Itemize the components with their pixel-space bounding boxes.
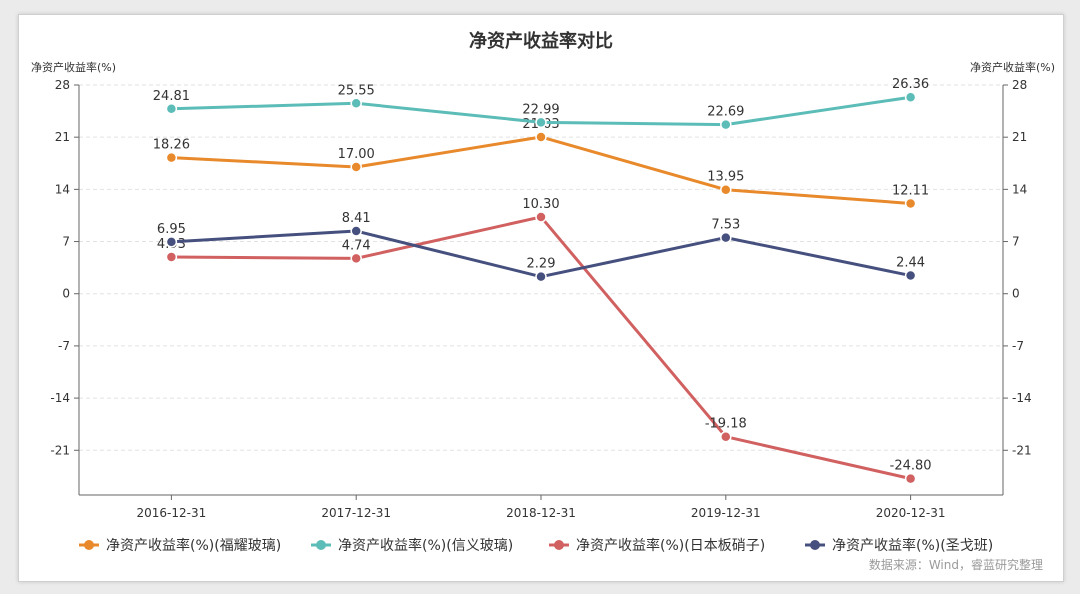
y-axis-label-left: 净资产收益率(%)	[31, 60, 116, 74]
data-point	[904, 197, 917, 210]
x-tick-label: 2017-12-31	[321, 506, 391, 520]
data-label: 25.55	[338, 83, 375, 98]
data-point	[350, 225, 362, 237]
series-4: 6.95 8.41 2.29 7.53 2.44	[157, 211, 925, 283]
chart-title: 净资产收益率对比	[469, 30, 613, 52]
data-label: 7.53	[711, 218, 740, 233]
data-label: 13.95	[707, 170, 744, 185]
data-label: 22.69	[707, 105, 744, 120]
legend-item-1: 净资产收益率(%)(福耀玻璃)	[79, 537, 281, 554]
data-label: 26.36	[892, 77, 929, 92]
x-tick-label: 2016-12-31	[137, 506, 207, 520]
y-tick-label-right: -7	[1012, 339, 1024, 353]
roe-comparison-chart: 净资产收益率对比 净资产收益率(%) 净资产收益率(%) 28 28 21 21 14 1…	[31, 30, 1055, 554]
y-tick-label-left: 0	[62, 287, 70, 301]
x-tick-label: 2019-12-31	[691, 506, 761, 520]
data-label: -19.18	[705, 417, 747, 432]
chart-card: 净资产收益率对比 净资产收益率(%) 净资产收益率(%) 28 28 21 21 14 1…	[18, 14, 1064, 582]
source-note: 数据来源：Wind，睿蓝研究整理	[868, 558, 1043, 572]
legend-item-2: 净资产收益率(%)(信义玻璃)	[311, 537, 513, 554]
data-label: 24.81	[153, 89, 190, 104]
data-point	[535, 116, 547, 129]
grid-lines	[79, 84, 1003, 451]
data-point	[165, 251, 178, 263]
data-point	[350, 252, 362, 265]
data-label: 2.29	[527, 257, 556, 272]
y-tick-label-left: 21	[55, 130, 70, 144]
data-point	[165, 151, 178, 164]
legend-marker	[84, 540, 94, 550]
data-point	[720, 183, 732, 196]
legend-marker	[554, 540, 564, 550]
y-tick-label-left: 28	[55, 78, 70, 92]
data-label: 22.99	[522, 102, 559, 117]
legend: 净资产收益率(%)(福耀玻璃) 净资产收益率(%)(信义玻璃) 净资产收益率(%)(…	[79, 537, 993, 554]
y-tick-label-left: -21	[50, 443, 70, 457]
data-point	[165, 103, 178, 115]
y-tick-label-right: 14	[1012, 182, 1027, 196]
data-label: 4.74	[342, 238, 371, 253]
legend-marker	[810, 540, 820, 550]
series-2: 24.81 25.55 22.99 22.69 26.36	[153, 77, 929, 131]
data-label: 2.44	[896, 256, 925, 271]
data-label: 8.41	[342, 211, 371, 226]
legend-label: 净资产收益率(%)(圣戈班)	[832, 537, 993, 554]
data-point	[720, 231, 732, 244]
data-point	[535, 211, 547, 223]
data-point	[904, 269, 917, 282]
legend-label: 净资产收益率(%)(福耀玻璃)	[106, 537, 281, 554]
y-tick-label-right: -14	[1012, 391, 1032, 405]
data-point	[535, 270, 547, 283]
y-tick-label-right: 0	[1012, 287, 1020, 301]
y-tick-label-right: 7	[1012, 235, 1020, 249]
data-point	[535, 131, 547, 143]
axes: 28 28 21 21 14 14 7 7 0 0 -7 -7 -14 -14 -21 -21 2016-12-…	[50, 78, 1031, 520]
x-tick-label: 2020-12-31	[876, 506, 946, 520]
y-tick-label-right: -21	[1012, 443, 1032, 457]
series-group: 18.2617.0021.0313.9512.1124.8125.5522.99…	[153, 77, 932, 485]
y-tick-label-left: 7	[62, 235, 70, 249]
data-point	[720, 430, 732, 443]
legend-marker	[316, 540, 326, 550]
data-point	[904, 91, 917, 103]
data-point	[904, 472, 917, 485]
y-axis-label-right: 净资产收益率(%)	[970, 60, 1055, 74]
y-tick-label-right: 28	[1012, 78, 1027, 92]
data-label: 12.11	[892, 183, 929, 198]
series-line	[171, 135, 911, 205]
data-label: 6.95	[157, 222, 186, 237]
legend-label: 净资产收益率(%)(日本板硝子)	[576, 537, 765, 554]
data-point	[350, 161, 362, 173]
legend-label: 净资产收益率(%)(信义玻璃)	[338, 537, 513, 554]
y-tick-label-left: -14	[50, 391, 70, 405]
y-tick-label-left: -7	[58, 339, 70, 353]
x-tick-label: 2018-12-31	[506, 506, 576, 520]
data-label: 17.00	[338, 147, 375, 162]
data-label: 10.30	[522, 197, 559, 212]
data-point	[350, 97, 362, 110]
data-label: -24.80	[890, 459, 932, 474]
y-tick-label-left: 14	[55, 182, 70, 196]
legend-item-4: 净资产收益率(%)(圣戈班)	[805, 537, 993, 554]
y-tick-label-right: 21	[1012, 130, 1027, 144]
legend-item-3: 净资产收益率(%)(日本板硝子)	[549, 537, 765, 554]
data-point	[720, 118, 732, 131]
data-point	[165, 236, 178, 248]
data-label: 18.26	[153, 138, 190, 153]
